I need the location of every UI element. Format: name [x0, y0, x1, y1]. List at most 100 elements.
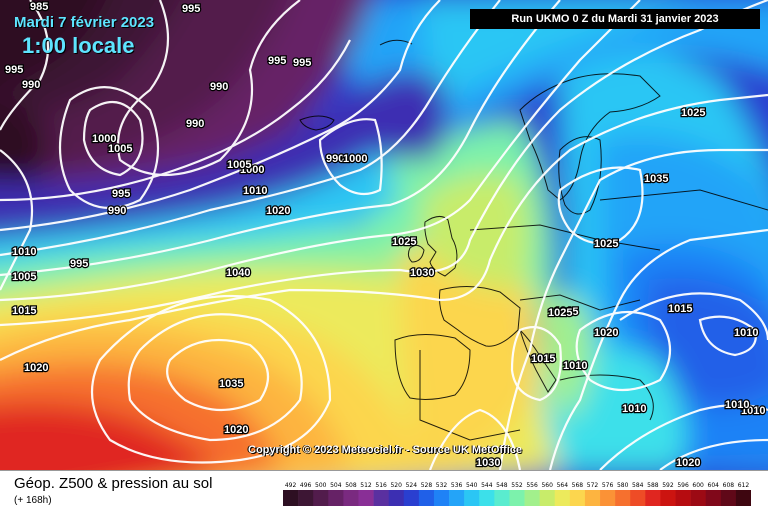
isobar-label: 990 — [326, 153, 344, 165]
isobar-label: 1010 — [734, 327, 758, 339]
isobar-label: 1005 — [227, 159, 251, 171]
legend-color-swatch — [479, 490, 495, 506]
legend-color-swatch — [539, 490, 556, 506]
legend-color-swatch — [600, 490, 616, 506]
isobar-label: 1020 — [594, 327, 618, 339]
isobar-label: 1000 — [343, 153, 367, 165]
legend-tick-label: 576 — [602, 482, 614, 489]
valid-date: Mardi 7 février 2023 — [14, 14, 155, 31]
isobar-label: 1030 — [410, 267, 434, 279]
legend-color-swatch — [524, 490, 540, 506]
legend-color-swatch — [615, 490, 631, 506]
legend-color-swatch — [509, 490, 525, 506]
legend-color-swatch — [328, 490, 344, 506]
legend-tick-label: 500 — [315, 482, 327, 489]
legend-tick-label: 512 — [360, 482, 372, 489]
legend-color-swatch — [735, 490, 751, 506]
legend-tick-label: 492 — [285, 482, 297, 489]
coastlines — [299, 39, 768, 441]
legend-color-swatch — [388, 490, 405, 506]
legend-color-swatch — [630, 490, 646, 506]
isobar-label: 1010 — [725, 399, 749, 411]
legend-tick-label: 572 — [587, 482, 599, 489]
run-info-banner: Run UKMO 0 Z du Mardi 31 janvier 2023 — [470, 9, 760, 29]
isobar-label: 1010 — [243, 185, 267, 197]
legend-tick-label: 532 — [436, 482, 448, 489]
isobar-label: 990 — [210, 81, 228, 93]
legend-color-swatch — [494, 490, 510, 506]
isobar-label: 990 — [22, 79, 40, 91]
isobar-label: 995 — [112, 188, 130, 200]
isobar-label: 1025 — [392, 236, 416, 248]
legend-color-swatch — [343, 490, 359, 506]
legend-tick-label: 528 — [421, 482, 433, 489]
legend-color-swatch — [554, 490, 571, 506]
isobar-label: 995 — [182, 3, 200, 15]
color-scale-legend: 492 496 500 504 508 512 516 520 524 528 532 536 540 5… — [283, 482, 751, 506]
legend-color-swatch — [433, 490, 450, 506]
legend-color-swatch — [283, 490, 299, 506]
isobar-label: 1015 — [12, 305, 36, 317]
legend-tick-label: 588 — [647, 482, 659, 489]
legend-tick-label: 556 — [526, 482, 538, 489]
legend-color-swatch — [645, 490, 661, 506]
isobar-label: 1025 — [681, 107, 705, 119]
legend-tick-label: 540 — [466, 482, 478, 489]
legend-color-swatch — [675, 490, 691, 506]
legend-tick-label: 580 — [617, 482, 629, 489]
isobar-label: 1000 — [92, 133, 116, 145]
legend-color-swatch — [298, 490, 314, 506]
isobar-label: 1015 — [554, 306, 578, 318]
legend-tick-label: 544 — [481, 482, 493, 489]
legend-bar: Géop. Z500 & pression au sol (+ 168h) 49… — [0, 470, 768, 513]
legend-tick-label: 612 — [738, 482, 750, 489]
isobar-label: 985 — [30, 1, 48, 13]
legend-tick-label: 524 — [406, 482, 418, 489]
isobar-label: 1010 — [622, 403, 646, 415]
isobar-label: 990 — [108, 205, 126, 217]
legend-color-swatch — [464, 490, 480, 506]
legend-color-swatch — [569, 490, 586, 506]
isobar-label: 1000 — [240, 164, 264, 176]
legend-tick-label: 552 — [511, 482, 523, 489]
valid-time: 1:00 locale — [22, 33, 135, 58]
isobar-label: 1040 — [226, 267, 250, 279]
legend-tick-label: 604 — [708, 482, 720, 489]
legend-color-swatch — [418, 490, 435, 506]
legend-color-swatch — [373, 490, 389, 506]
isobar-label: 1020 — [676, 457, 700, 469]
legend-tick-label: 508 — [345, 482, 357, 489]
isobar-label: 1030 — [476, 457, 500, 469]
forecast-lead-time: (+ 168h) — [14, 495, 52, 506]
isobar-label: 1010 — [563, 360, 587, 372]
legend-tick-label: 504 — [330, 482, 342, 489]
legend-color-swatch — [358, 490, 374, 506]
legend-color-swatch — [690, 490, 707, 506]
legend-tick-label: 548 — [496, 482, 508, 489]
isobar-label: 990 — [186, 118, 204, 130]
legend-tick-label: 520 — [390, 482, 402, 489]
legend-tick-label: 568 — [572, 482, 584, 489]
legend-tick-label: 584 — [632, 482, 644, 489]
isobar-label: 1005 — [108, 143, 132, 155]
legend-tick-label: 516 — [375, 482, 387, 489]
isobar-label: 995 — [70, 258, 88, 270]
isobar-label: 995 — [268, 55, 286, 67]
legend-tick-label: 596 — [677, 482, 689, 489]
legend-color-swatch — [720, 490, 737, 506]
isobar-label: 1020 — [24, 362, 48, 374]
legend-color-swatch — [705, 490, 722, 506]
parameter-title: Géop. Z500 & pression au sol — [14, 475, 213, 492]
isobar-label: 1010 — [741, 405, 765, 417]
legend-color-swatch — [584, 490, 601, 506]
isobar-label: 995 — [5, 64, 23, 76]
isobar-label: 1035 — [219, 378, 243, 390]
legend-color-swatch — [660, 490, 676, 506]
z500-color-field — [0, 0, 768, 470]
legend-color-swatch — [313, 490, 329, 506]
isobar-label: 1025 — [548, 307, 572, 319]
legend-tick-label: 536 — [451, 482, 463, 489]
legend-color-swatch — [449, 490, 465, 506]
isobar-lines — [0, 0, 768, 470]
